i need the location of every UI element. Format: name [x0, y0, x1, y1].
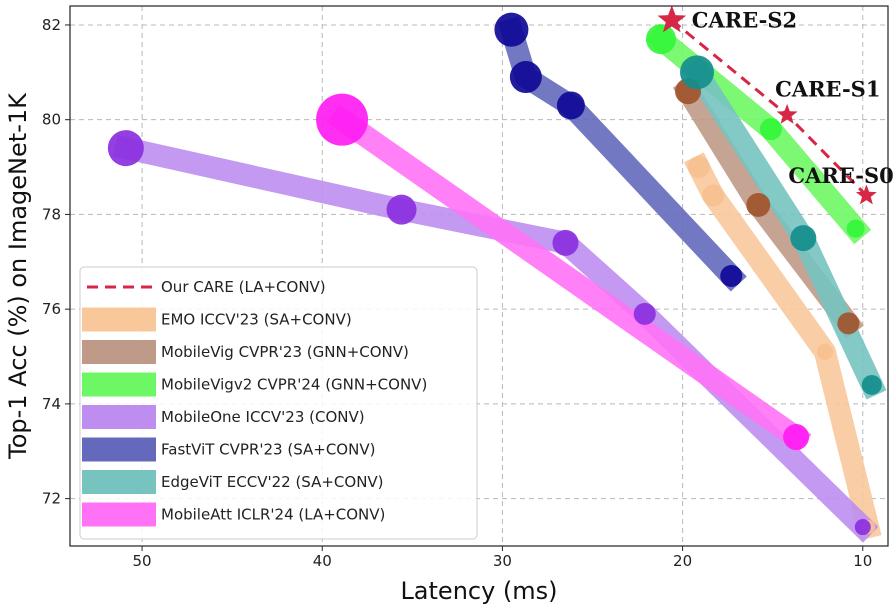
legend-label-fastvit-cvpr-23-sa-conv: FastViT CVPR'23 (SA+CONV)	[161, 441, 375, 459]
point-fastvit-cvpr-23-sa-conv	[720, 265, 743, 287]
legend-swatch-fastvit-cvpr-23-sa-conv	[82, 437, 156, 462]
x-tick-label: 10	[853, 552, 872, 570]
y-tick-label: 78	[42, 205, 61, 223]
y-tick-label: 80	[42, 111, 61, 129]
point-edgevit-eccv-22-sa-conv	[790, 225, 817, 252]
axes: 50 40 30 20 10 72 74 76 78 80 82 Latency (ms) Top-1 …	[4, 5, 889, 605]
legend-swatch-edgevit-eccv-22-sa-conv	[82, 470, 156, 494]
point-mobilevig-cvpr-23-gnn-conv	[837, 312, 860, 335]
legend-label-mobilevigv2-cvpr-24-gnn-conv: MobileVigv2 CVPR'24 (GNN+CONV)	[161, 376, 427, 394]
legend-swatch-emo-iccv-23-sa-conv	[82, 307, 156, 332]
y-tick-label: 82	[42, 16, 61, 34]
care-label-care-s2: CARE-S2	[692, 8, 797, 33]
x-tick-label: 40	[313, 552, 332, 570]
legend-box	[79, 266, 478, 540]
point-mobilevig-cvpr-23-gnn-conv	[746, 192, 771, 217]
legend-label-edgevit-eccv-22-sa-conv: EdgeViT ECCV'22 (SA+CONV)	[161, 473, 384, 491]
point-emo-iccv-23-sa-conv	[816, 343, 833, 360]
band-fastvit-cvpr-23-sa-conv	[497, 15, 747, 292]
y-tick-label: 76	[42, 300, 61, 318]
plot-frame	[69, 5, 889, 547]
care-label-care-s1: CARE-S1	[775, 76, 880, 101]
band-mobileatt-iclr-24-la-conv	[326, 104, 812, 453]
point-fastvit-cvpr-23-sa-conv	[494, 12, 529, 47]
legend-swatch-mobileatt-iclr-24-la-conv	[82, 502, 156, 527]
point-mobilevigv2-cvpr-24-gnn-conv	[759, 118, 782, 141]
care-star	[657, 5, 687, 33]
y-axis-label: Top-1 Acc (%) on ImageNet-1K	[4, 92, 32, 460]
legend-label-emo-iccv-23-sa-conv: EMO ICCV'23 (SA+CONV)	[161, 311, 352, 329]
y-tick-label: 72	[42, 490, 61, 508]
legend-label-mobilevig-cvpr-23-gnn-conv: MobileVig CVPR'23 (GNN+CONV)	[161, 343, 409, 361]
point-emo-iccv-23-sa-conv	[687, 156, 710, 179]
point-mobileatt-iclr-24-la-conv	[316, 93, 369, 146]
x-tick-label: 30	[493, 552, 512, 570]
x-tick-label: 50	[133, 552, 152, 570]
point-mobileone-iccv-23-conv	[107, 130, 144, 167]
point-mobileone-iccv-23-conv	[386, 194, 417, 225]
series-points	[107, 12, 882, 536]
legend-label-our-care-la-conv: Our CARE (LA+CONV)	[161, 278, 326, 296]
legend-swatch-mobileone-iccv-23-conv	[82, 405, 156, 429]
band-emo-iccv-23-sa-conv	[684, 152, 882, 541]
legend: Our CARE (LA+CONV) EMO ICCV'23 (SA+CONV) M…	[79, 266, 478, 540]
point-mobilevigv2-cvpr-24-gnn-conv	[645, 24, 676, 55]
legend-swatch-mobilevig-cvpr-23-gnn-conv	[82, 340, 156, 364]
care-series: CARE-S2 CARE-S1 CARE-S0	[657, 5, 894, 205]
point-fastvit-cvpr-23-sa-conv	[556, 91, 585, 120]
legend-label-mobileone-iccv-23-conv: MobileOne ICCV'23 (CONV)	[161, 408, 365, 426]
point-emo-iccv-23-sa-conv	[702, 184, 725, 207]
care-star	[855, 184, 877, 205]
y-tick-label: 74	[42, 395, 61, 413]
point-mobileone-iccv-23-conv	[633, 302, 656, 325]
point-mobileone-iccv-23-conv	[854, 519, 871, 536]
point-mobilevigv2-cvpr-24-gnn-conv	[846, 219, 865, 238]
point-mobileone-iccv-23-conv	[552, 229, 579, 256]
legend-swatch-mobilevigv2-cvpr-24-gnn-conv	[82, 372, 156, 397]
care-star	[776, 103, 798, 124]
point-edgevit-eccv-22-sa-conv	[861, 374, 882, 395]
point-mobileatt-iclr-24-la-conv	[783, 424, 810, 451]
legend-label-mobileatt-iclr-24-la-conv: MobileAtt ICLR'24 (LA+CONV)	[161, 506, 385, 524]
point-fastvit-cvpr-23-sa-conv	[509, 61, 542, 94]
x-axis-label: Latency (ms)	[400, 577, 557, 605]
x-tick-label: 20	[673, 552, 692, 570]
care-label-care-s0: CARE-S0	[788, 163, 893, 188]
point-edgevit-eccv-22-sa-conv	[680, 55, 715, 90]
